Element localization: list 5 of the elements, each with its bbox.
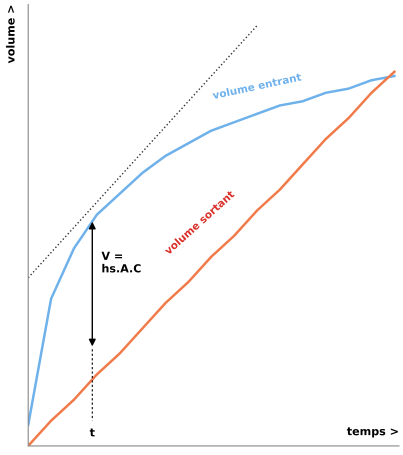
x-axis-title: temps > bbox=[346, 427, 398, 438]
annotation: V = hs.A.C bbox=[102, 252, 141, 272]
y-axis-title: volume > bbox=[6, 6, 15, 64]
text: volume entrant bbox=[212, 72, 302, 100]
annotation: t bbox=[90, 428, 95, 436]
